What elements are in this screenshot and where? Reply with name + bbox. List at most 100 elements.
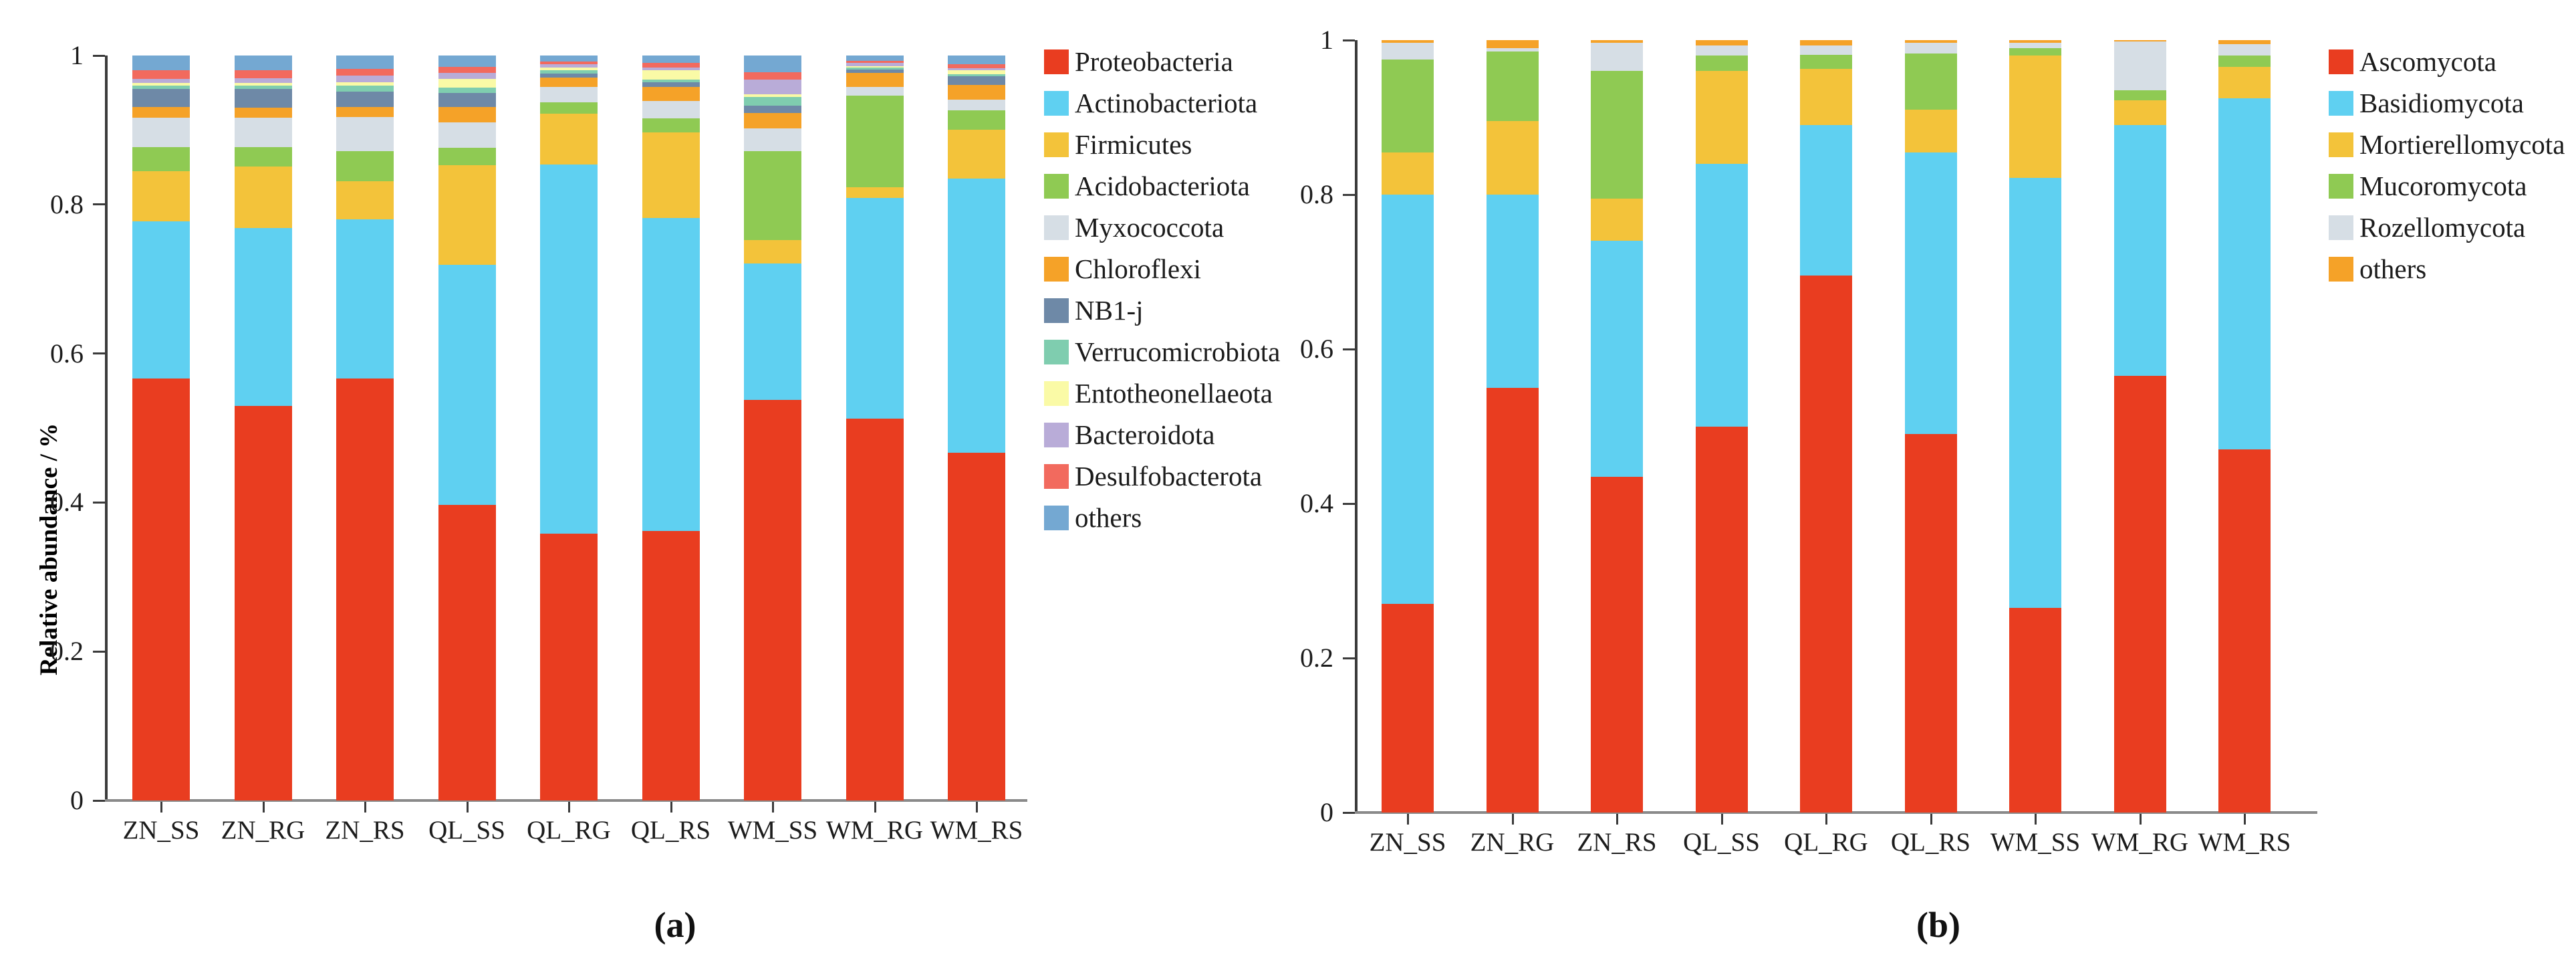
legend-swatch-Firmicutes: [1044, 132, 1069, 157]
legend-label: Myxococcota: [1075, 212, 1225, 243]
bar-segment-Firmicutes: [744, 240, 801, 263]
bar-segment-Bacteroidota: [948, 68, 1005, 71]
x-tick-mark: [2139, 814, 2142, 825]
bar-segment-Basidiomycota: [2113, 125, 2166, 376]
bar-segment-Proteobacteria: [438, 504, 496, 800]
y-tick-mark: [93, 352, 105, 355]
y-tick-mark: [1343, 502, 1355, 505]
legend-label: Mucoromycota: [2359, 171, 2527, 201]
bar-segment-Chloroflexi: [132, 106, 190, 118]
bar-segment-Firmicutes: [642, 132, 700, 218]
bar-segment-Basidiomycota: [1904, 152, 1957, 435]
legend-swatch-Ascomycota: [2329, 49, 2353, 74]
bar-segment-Mortierellomycota: [1800, 68, 1852, 126]
bar-segment-Mucoromycota: [2113, 90, 2166, 101]
x-axis-label-QL_RG: QL_RG: [1784, 828, 1868, 857]
legend-item-Proteobacteria: Proteobacteria: [1044, 48, 1233, 76]
bar-segment-Ascomycota: [1800, 276, 1852, 813]
bar-segment-Proteobacteria: [642, 530, 700, 800]
stacked-bar-ZN_SS: [1382, 40, 1434, 813]
bar-segment-Firmicutes: [438, 165, 496, 265]
y-axis-line: [105, 56, 108, 800]
bar-segment-Rozellomycota: [1695, 45, 1748, 56]
bar-segment-Desulfobacterota: [846, 60, 904, 64]
x-axis-label-WM_RG: WM_RG: [825, 816, 924, 845]
bar-segment-Entotheonellaeota: [438, 78, 496, 88]
bar-segment-others: [642, 56, 700, 64]
legend-swatch-Acidobacteriota: [1044, 174, 1069, 199]
bar-segment-Bacteroidota: [744, 79, 801, 94]
legend-label: others: [1075, 502, 1142, 533]
bar-segment-Ascomycota: [2218, 449, 2271, 813]
stacked-bar-ZN_RS: [336, 56, 394, 800]
bar-segment-Mortierellomycota: [2009, 56, 2061, 178]
x-axis-label-ZN_SS: ZN_SS: [1369, 828, 1446, 857]
bar-segment-Verrucomicrobiota: [234, 85, 292, 90]
bar-segment-Entotheonellaeota: [948, 70, 1005, 74]
bar-segment-Proteobacteria: [336, 379, 394, 800]
bar-segment-others: [234, 56, 292, 71]
bar-segment-Ascomycota: [1591, 476, 1643, 813]
bar-segment-Ascomycota: [2113, 376, 2166, 813]
bar-segment-Firmicutes: [948, 130, 1005, 179]
y-tick-label: 0.2: [50, 636, 84, 667]
bar-segment-Basidiomycota: [1695, 163, 1748, 427]
legend-item-Ascomycota: Ascomycota: [2329, 48, 2496, 76]
stacked-bar-QL_RG: [540, 56, 598, 800]
bar-segment-others: [438, 56, 496, 67]
legend-label: Bacteroidota: [1075, 419, 1215, 450]
stacked-bar-QL_SS: [438, 56, 496, 800]
bar-segment-Myxococcota: [234, 117, 292, 148]
legend-swatch-Bacteroidota: [1044, 423, 1069, 447]
stacked-bar-QL_SS: [1695, 40, 1748, 813]
stacked-bar-QL_RS: [1904, 40, 1957, 813]
legend-item-Bacteroidota: Bacteroidota: [1044, 421, 1214, 449]
bar-segment-Rozellomycota: [1486, 47, 1539, 52]
bar-segment-Proteobacteria: [540, 534, 598, 800]
bar-segment-Mucoromycota: [1486, 51, 1539, 122]
plot-area: 0 0.2 0.4 0.6 0.8 1 ZN_SS ZN_RG ZN_RS QL_SS QL_RG Q…: [1300, 27, 2317, 857]
bar-segment-Firmicutes: [540, 113, 598, 165]
legend-item-Mucoromycota: Mucoromycota: [2329, 173, 2527, 200]
y-tick-mark: [1343, 348, 1355, 350]
bar-segment-Verrucomicrobiota: [744, 97, 801, 106]
x-tick-mark: [2244, 814, 2246, 825]
y-tick-mark: [1343, 811, 1355, 814]
legend-item-Desulfobacterota: Desulfobacterota: [1044, 463, 1262, 490]
bar-segment-others: [336, 56, 394, 70]
bar-segment-others: [132, 56, 190, 71]
bar-segment-Chloroflexi: [540, 78, 598, 87]
y-tick-label: 0.2: [1300, 643, 1333, 673]
bar-segment-Bacteroidota: [846, 63, 904, 66]
bar-segment-Proteobacteria: [234, 405, 292, 800]
bar-segment-Chloroflexi: [234, 108, 292, 118]
bar-segment-Verrucomicrobiota: [336, 85, 394, 92]
bar-segment-NB1-j: [744, 105, 801, 113]
legend-item-Chloroflexi: Chloroflexi: [1044, 255, 1201, 283]
bar-segment-Firmicutes: [336, 181, 394, 220]
y-tick-label: 0.8: [1300, 179, 1333, 209]
y-tick-mark: [1343, 657, 1355, 659]
x-tick-mark: [976, 802, 978, 813]
panel-caption-b: (b): [1916, 905, 1960, 945]
bar-segment-Actinobacteriota: [438, 265, 496, 505]
bar-segment-Entotheonellaeota: [540, 67, 598, 71]
x-axis-label-ZN_SS: ZN_SS: [122, 816, 200, 845]
bar-segment-Firmicutes: [234, 167, 292, 229]
stacked-bar-ZN_RG: [234, 56, 292, 800]
legend-swatch-NB1-j: [1044, 298, 1069, 323]
x-tick-mark: [1407, 814, 1409, 825]
bar-segment-others: [744, 56, 801, 72]
x-axis-label-ZN_RG: ZN_RG: [1470, 828, 1555, 857]
bar-segment-Proteobacteria: [744, 399, 801, 800]
bar-segment-Rozellomycota: [2009, 42, 2061, 48]
x-axis-label-ZN_RG: ZN_RG: [221, 816, 305, 845]
bar-segment-Mucoromycota: [1800, 54, 1852, 69]
stacked-bar-ZN_RG: [1486, 40, 1539, 813]
bar-segment-Acidobacteriota: [948, 110, 1005, 130]
stacked-bar-WM_RS: [2218, 40, 2271, 813]
legend-label: Entotheonellaeota: [1075, 378, 1273, 409]
x-axis-label-WM_RS: WM_RS: [2198, 828, 2291, 857]
bar-segment-Desulfobacterota: [540, 61, 598, 65]
y-tick-mark: [93, 501, 105, 504]
